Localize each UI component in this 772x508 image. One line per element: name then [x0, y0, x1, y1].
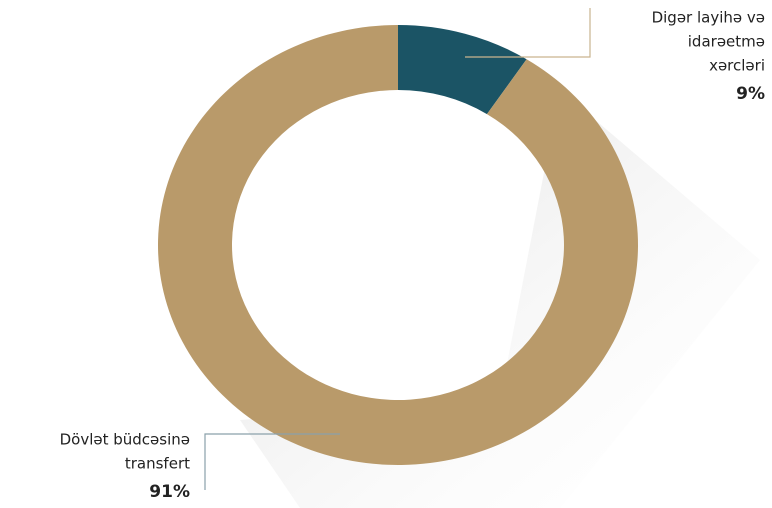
slice-label: Dövlət büdcəsinə: [60, 431, 190, 449]
slice-label: Digər layihə və: [652, 9, 765, 27]
slice-label: idarəetmə: [688, 33, 765, 51]
donut-slice: [158, 25, 639, 466]
slice-value-label: 91%: [149, 482, 190, 502]
leader-line: [204, 433, 340, 490]
slice-label: xərcləri: [709, 57, 765, 75]
leader-line: [465, 8, 591, 58]
slice-value-label: 9%: [736, 84, 765, 104]
slice-label: transfert: [125, 455, 190, 473]
donut-slice: [398, 25, 527, 115]
